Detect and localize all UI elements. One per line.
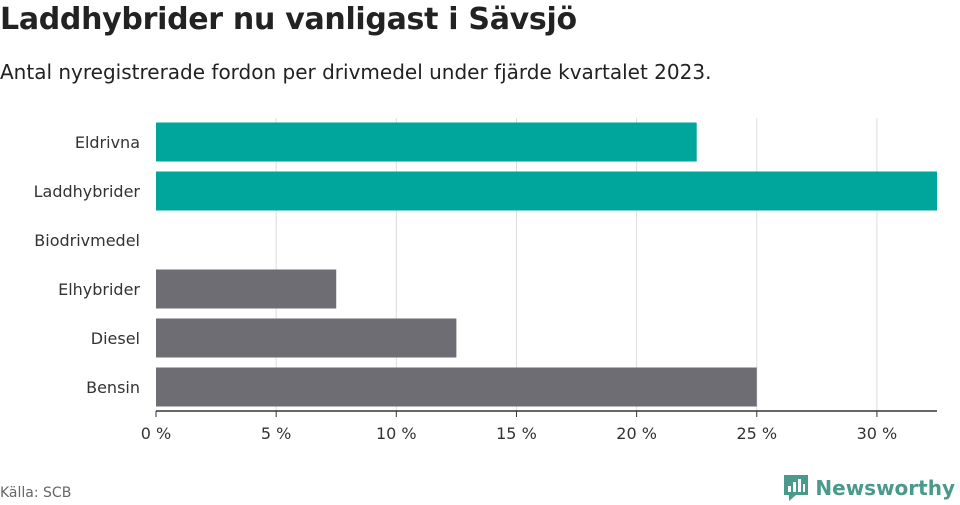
- category-label-biodrivmedel: Biodrivmedel: [34, 231, 140, 250]
- x-tick-label-0: 0 %: [141, 424, 171, 443]
- category-label-eldrivna: Eldrivna: [75, 133, 140, 152]
- newsworthy-logo-icon: [784, 475, 809, 501]
- brand-logo: Newsworthy: [783, 474, 955, 502]
- bars: [156, 122, 937, 407]
- x-tick-label-10: 10 %: [376, 424, 417, 443]
- gridlines: [275, 118, 878, 411]
- bar-diesel: [156, 318, 457, 358]
- bar-eldrivna: [156, 122, 697, 162]
- category-label-diesel: Diesel: [91, 329, 140, 348]
- category-labels: Eldrivna Laddhybrider Biodrivmedel Elhybrid…: [34, 133, 141, 397]
- category-label-bensin: Bensin: [86, 378, 140, 397]
- x-tick-label-20: 20 %: [616, 424, 657, 443]
- brand-name: Newsworthy: [815, 476, 955, 500]
- x-axis: 0 % 5 % 10 % 15 % 20 % 25 % 30 %: [141, 410, 937, 443]
- x-tick-label-25: 25 %: [736, 424, 777, 443]
- source-note: Källa: SCB: [0, 485, 72, 501]
- chart-subtitle: Antal nyregistrerade fordon per drivmede…: [0, 60, 712, 84]
- bar-bensin: [156, 367, 757, 407]
- category-label-laddhybrider: Laddhybrider: [34, 182, 141, 201]
- x-tick-label-30: 30 %: [857, 424, 898, 443]
- bar-elhybrider: [156, 269, 337, 309]
- category-label-elhybrider: Elhybrider: [58, 280, 140, 299]
- bar-laddhybrider: [156, 171, 937, 211]
- x-tick-label-15: 15 %: [496, 424, 537, 443]
- chart-title: Laddhybrider nu vanligast i Sävsjö: [0, 2, 577, 37]
- bar-chart: Eldrivna Laddhybrider Biodrivmedel Elhybrid…: [34, 118, 937, 443]
- x-tick-label-5: 5 %: [261, 424, 291, 443]
